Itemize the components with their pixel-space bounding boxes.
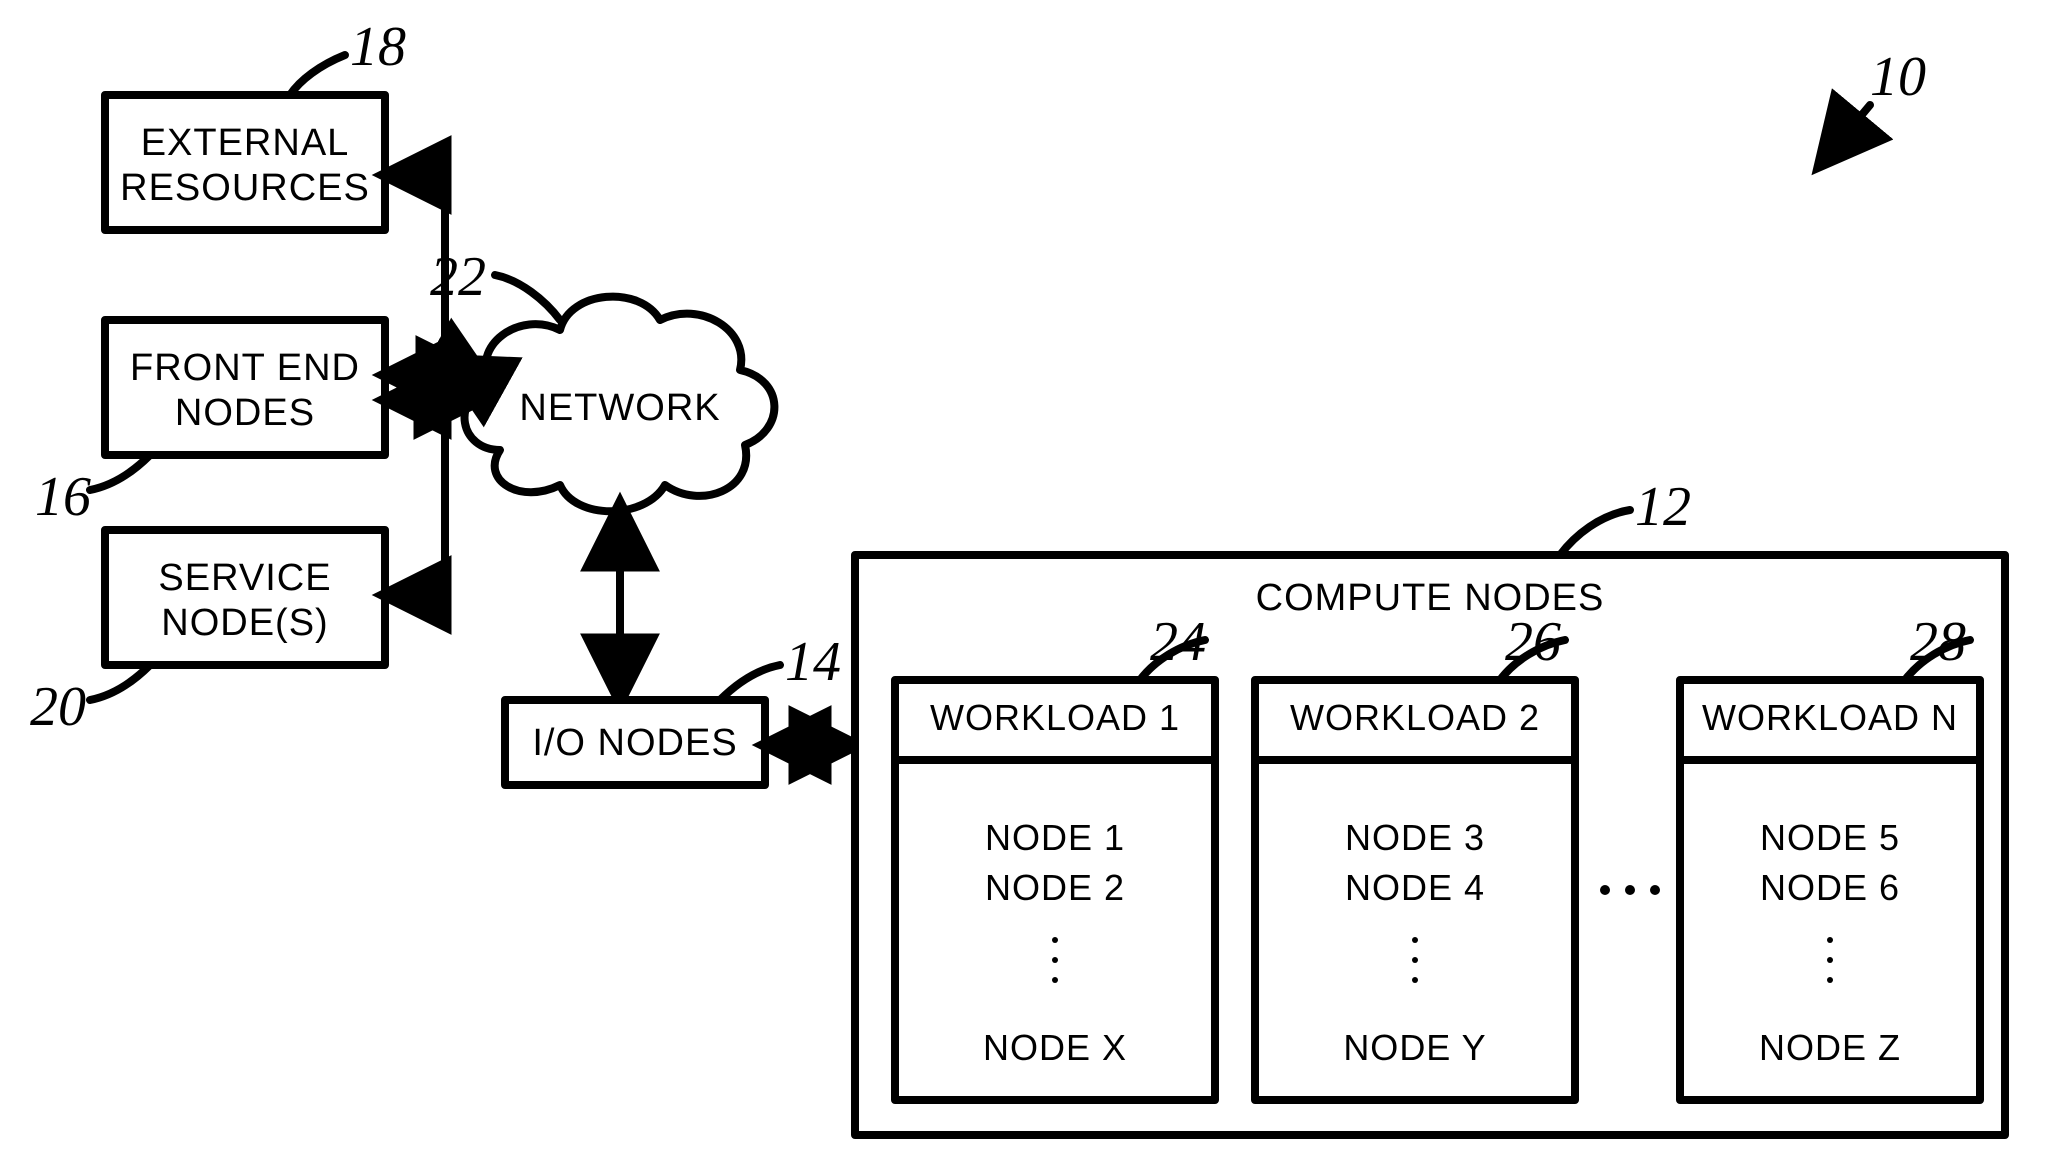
workload-2-n1: NODE 3 <box>1345 817 1485 858</box>
ref-22-lead <box>495 275 560 320</box>
external-resources-label-1: EXTERNAL <box>141 122 350 164</box>
ref-22: 22 <box>430 246 486 308</box>
workload-1-title: WORKLOAD 1 <box>930 697 1180 738</box>
ref-10-arrow <box>1820 105 1870 165</box>
workload-1-box: WORKLOAD 1 NODE 1 NODE 2 NODE X <box>895 680 1215 1100</box>
external-resources-box: EXTERNAL RESOURCES <box>105 95 385 230</box>
ref-28: 28 <box>1910 611 1966 673</box>
ref-12-lead <box>1560 510 1630 555</box>
ref-18: 18 <box>350 16 406 78</box>
workload-2-title: WORKLOAD 2 <box>1290 697 1540 738</box>
ref-14: 14 <box>785 631 841 693</box>
ref-16: 16 <box>35 466 91 528</box>
io-nodes-box: I/O NODES <box>505 700 765 785</box>
ref-12: 12 <box>1635 476 1691 538</box>
ref-24: 24 <box>1150 611 1206 673</box>
ref-20: 20 <box>30 676 86 738</box>
workload-2-n2: NODE 4 <box>1345 867 1485 908</box>
service-nodes-box: SERVICE NODE(S) <box>105 530 385 665</box>
workload-n-nlast: NODE Z <box>1759 1027 1901 1068</box>
ref-14-lead <box>720 665 780 700</box>
workload-2-box: WORKLOAD 2 NODE 3 NODE 4 NODE Y <box>1255 680 1575 1100</box>
workload-n-title: WORKLOAD N <box>1702 697 1958 738</box>
ref-18-lead <box>290 55 345 95</box>
workload-1-n1: NODE 1 <box>985 817 1125 858</box>
workload-n-n2: NODE 6 <box>1760 867 1900 908</box>
service-label-2: NODE(S) <box>161 602 328 644</box>
workload-n-box: WORKLOAD N NODE 5 NODE 6 NODE Z <box>1680 680 1980 1100</box>
io-nodes-label: I/O NODES <box>532 722 737 764</box>
front-end-label-2: NODES <box>175 392 315 434</box>
external-resources-label-2: RESOURCES <box>120 167 370 209</box>
workload-1-nlast: NODE X <box>983 1027 1127 1068</box>
network-label: NETWORK <box>519 387 720 429</box>
ref-26: 26 <box>1505 611 1561 673</box>
service-label-1: SERVICE <box>158 557 331 599</box>
workload-n-n1: NODE 5 <box>1760 817 1900 858</box>
ref-10: 10 <box>1870 46 1926 108</box>
workload-2-nlast: NODE Y <box>1343 1027 1486 1068</box>
workload-1-n2: NODE 2 <box>985 867 1125 908</box>
ref-20-lead <box>90 665 150 700</box>
front-end-nodes-box: FRONT END NODES <box>105 320 385 455</box>
network-cloud: NETWORK <box>465 297 775 512</box>
ref-16-lead <box>90 455 150 490</box>
front-end-label-1: FRONT END <box>130 347 360 389</box>
